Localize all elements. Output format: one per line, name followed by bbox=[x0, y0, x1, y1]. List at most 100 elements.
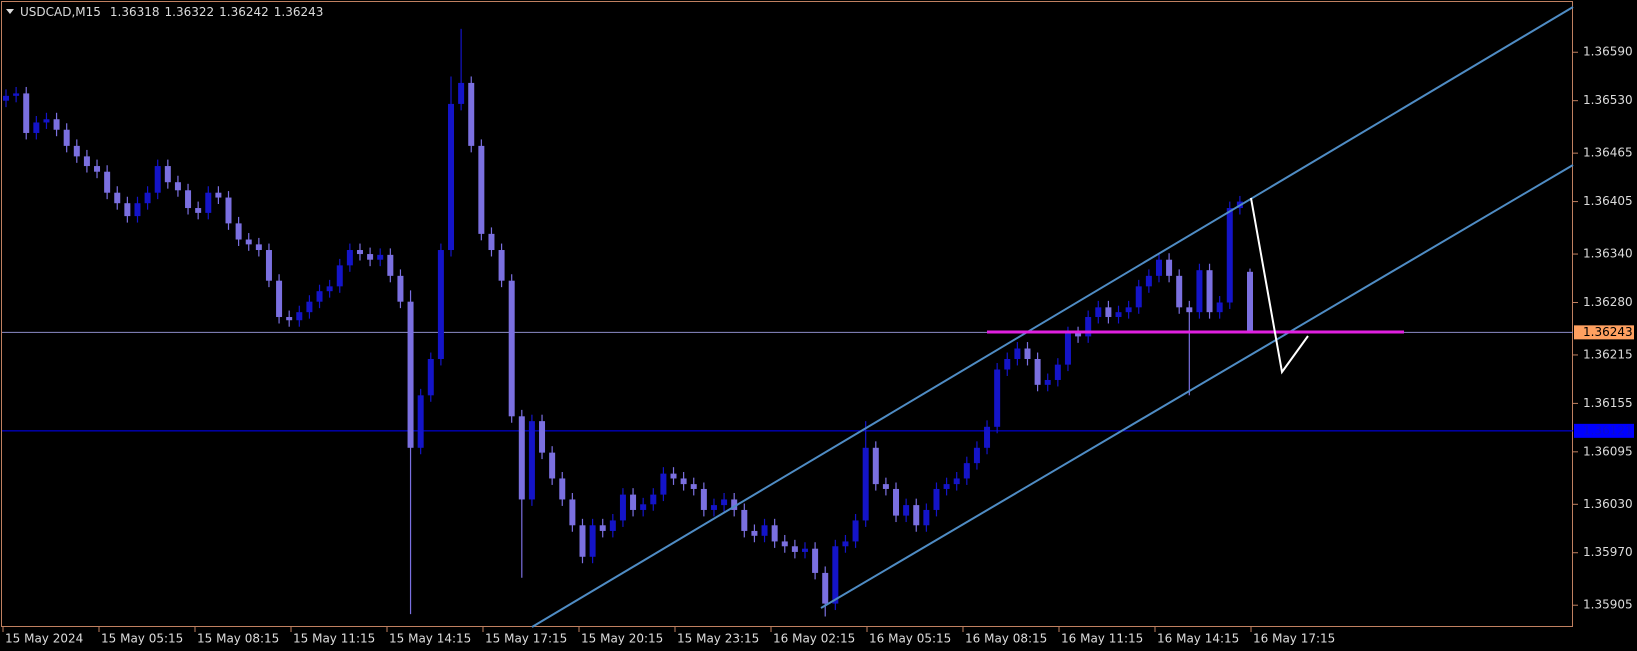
candle-body bbox=[235, 223, 242, 240]
candle-body bbox=[346, 250, 353, 266]
y-tick-label: 1.36280 bbox=[1583, 295, 1633, 309]
candle-body bbox=[83, 156, 90, 167]
candle-body bbox=[1206, 270, 1213, 313]
candle-body bbox=[1196, 270, 1203, 313]
candle-body bbox=[215, 192, 222, 198]
candle-body bbox=[367, 254, 374, 260]
candle-body bbox=[660, 473, 667, 495]
y-tick-label: 1.35905 bbox=[1583, 598, 1633, 612]
x-tick-label: 15 May 11:15 bbox=[293, 632, 375, 646]
chart-header: USDCAD,M15 1.36318 1.36322 1.36242 1.36243 bbox=[6, 5, 323, 19]
candle-body bbox=[923, 509, 930, 526]
open-price: 1.36318 bbox=[110, 5, 160, 19]
candle-body bbox=[528, 421, 535, 500]
candle-body bbox=[690, 484, 697, 489]
candle-body bbox=[417, 395, 424, 448]
candle-body bbox=[619, 494, 626, 521]
bid-box bbox=[1574, 325, 1634, 340]
symbol: USDCAD,M15 bbox=[20, 5, 101, 19]
candle-body bbox=[3, 95, 9, 101]
low-price: 1.36242 bbox=[219, 5, 269, 19]
projection-arrow bbox=[1250, 197, 1309, 375]
candle-body bbox=[973, 447, 980, 464]
candle-body bbox=[245, 239, 252, 245]
candle-body bbox=[842, 541, 849, 547]
price-axis: 1.36590 1.36530 1.36465 1.36405 1.36340 1.362… bbox=[2, 45, 1634, 646]
y-tick-label: 1.36340 bbox=[1583, 247, 1633, 261]
x-tick-label: 15 May 23:15 bbox=[677, 632, 759, 646]
candle-body bbox=[286, 317, 293, 321]
candle-body bbox=[781, 541, 788, 547]
x-tick-label: 15 May 17:15 bbox=[485, 632, 567, 646]
candle-body bbox=[1145, 275, 1152, 287]
header-toggle[interactable] bbox=[6, 9, 14, 14]
candle-body bbox=[255, 244, 262, 251]
y-tick-label: 1.36095 bbox=[1583, 444, 1633, 458]
candle-body bbox=[1247, 271, 1253, 333]
candle-body bbox=[1095, 307, 1102, 318]
candle-body bbox=[43, 119, 50, 123]
candle-body bbox=[670, 473, 677, 479]
candle-body bbox=[1044, 379, 1051, 385]
candle-body bbox=[306, 301, 313, 313]
candle-body bbox=[316, 291, 323, 302]
candle-body bbox=[144, 192, 151, 204]
candle-body bbox=[336, 265, 343, 287]
candle-body bbox=[539, 421, 546, 453]
candle-body bbox=[771, 525, 778, 542]
candle-body bbox=[1135, 286, 1142, 308]
high-price: 1.36322 bbox=[165, 5, 215, 19]
candle-body bbox=[468, 82, 475, 146]
candle-body bbox=[437, 250, 444, 359]
y-tick-label: 1.35970 bbox=[1583, 545, 1633, 559]
candle-body bbox=[812, 548, 819, 573]
candle-body bbox=[498, 250, 505, 281]
candle-body bbox=[801, 548, 808, 552]
candle-body bbox=[326, 286, 333, 292]
x-tick-label: 16 May 02:15 bbox=[773, 632, 855, 646]
price-level-box bbox=[1574, 423, 1634, 438]
y-tick-label: 1.36590 bbox=[1583, 45, 1633, 59]
candle-body bbox=[397, 275, 404, 302]
candle-body bbox=[791, 546, 798, 552]
channel-lower bbox=[820, 164, 1574, 609]
candle-body bbox=[1186, 307, 1193, 313]
candle-body bbox=[1115, 312, 1122, 318]
y-tick-label: 1.36155 bbox=[1583, 396, 1633, 410]
candle-body bbox=[903, 505, 910, 516]
x-tick-label: 15 May 05:15 bbox=[101, 632, 183, 646]
candle-body bbox=[174, 182, 181, 191]
candle-body bbox=[1155, 259, 1162, 276]
candle-body bbox=[164, 166, 171, 183]
y-tick-label: 1.36405 bbox=[1583, 194, 1633, 208]
candle-body bbox=[1034, 358, 1041, 385]
candle-body bbox=[488, 233, 495, 251]
candle-body bbox=[508, 280, 515, 417]
candle-body bbox=[933, 488, 940, 510]
candle-body bbox=[195, 208, 202, 213]
candle-body bbox=[822, 572, 829, 604]
candle-body bbox=[862, 447, 869, 521]
drawings bbox=[531, 6, 1574, 628]
candle-body bbox=[872, 447, 879, 485]
candle-body bbox=[225, 197, 232, 224]
candle-body bbox=[134, 203, 141, 217]
candle-body bbox=[994, 369, 1001, 427]
candle-body bbox=[427, 358, 434, 396]
candle-body bbox=[1075, 333, 1082, 337]
x-tick-label: 15 May 20:15 bbox=[581, 632, 663, 646]
candle-body bbox=[1176, 275, 1183, 308]
candle-body bbox=[154, 166, 161, 193]
candle-body bbox=[53, 119, 60, 130]
candle-body bbox=[650, 494, 657, 505]
y-tick-label: 1.36530 bbox=[1583, 93, 1633, 107]
candle-body bbox=[387, 254, 394, 276]
candle-body bbox=[377, 254, 384, 260]
candle-body bbox=[630, 494, 637, 510]
candle-body bbox=[731, 499, 738, 510]
candle-body bbox=[1004, 358, 1011, 370]
plot-frame bbox=[1, 1, 1573, 627]
x-tick-label: 16 May 08:15 bbox=[965, 632, 1047, 646]
